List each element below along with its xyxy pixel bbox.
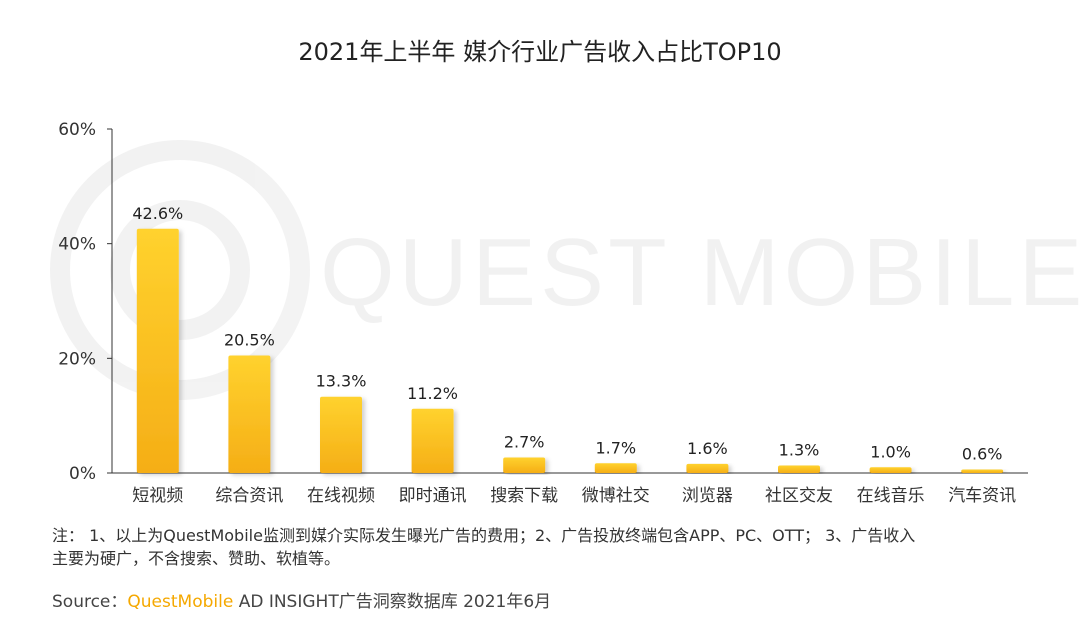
bar-value-label: 20.5% [224,330,275,349]
x-tick-label: 浏览器 [682,486,733,506]
x-axis: 短视频 综合资讯 在线视频 即时通讯 搜索下载 微博社交 浏览器 社区交友 在线音乐 汽车资讯 [112,472,1028,506]
x-tick-label: 即时通讯 [399,486,467,506]
bar-chart: QUEST MOBILE 0% 20% 40% 60% 短视频 综合资讯 在线视频 即时通讯… [50,120,1080,506]
source-line: Source：QuestMobile AD INSIGHT广告洞察数据库 202… [52,587,551,612]
bar-value-label: 1.0% [870,442,911,461]
bar [228,355,271,473]
x-tick-label: 搜索下载 [490,486,558,506]
y-tick-label: 0% [69,464,96,484]
bar [961,469,1004,473]
bar [136,228,179,473]
bar [594,463,637,473]
bar-value-label: 1.7% [595,438,636,457]
y-tick-label: 40% [58,235,96,255]
x-tick-label: 在线音乐 [857,486,925,506]
watermark-logo-circle [50,140,310,400]
bar-value-label: 1.6% [687,439,728,458]
bar-value-label: 0.6% [962,445,1003,464]
y-tick-label: 60% [58,120,96,140]
bar [686,463,729,473]
bar [503,457,546,473]
footnote-line-2: 主要为硬广，不含搜索、赞助、软植等。 [52,549,341,568]
bar-value-label: 13.3% [316,372,367,391]
footnote-line-1: 注： 1、以上为QuestMobile监测到媒介实际发生曝光广告的费用；2、广告… [52,526,916,545]
watermark-text: QUEST MOBILE [320,219,1080,326]
bar-value-label: 1.3% [779,441,820,460]
x-tick-label: 微博社交 [582,486,650,506]
bar-value-label: 42.6% [132,204,183,223]
bar [320,396,362,473]
bar [411,408,454,473]
bar [778,465,820,473]
chart-title: 2021年上半年 媒介行业广告收入占比TOP10 [298,38,782,66]
watermark-logo-inner [110,200,250,340]
bars: 42.6% 20.5% 13.3% 11.2% 2.7% 1.7% 1.6% 1.3% 1.0%… [132,204,1004,473]
y-axis: 0% 20% 40% 60% [58,120,113,484]
x-tick-label: 短视频 [132,486,183,506]
x-tick-label: 在线视频 [307,486,375,506]
source-suffix: AD INSIGHT广告洞察数据库 2021年6月 [233,592,552,612]
x-tick-label: 综合资讯 [215,486,283,506]
source-prefix: Source： [52,592,128,612]
y-tick-label: 20% [58,349,96,369]
bar-value-label: 2.7% [504,433,545,452]
x-tick-label: 汽车资讯 [948,486,1016,506]
bar-value-label: 11.2% [407,384,458,403]
watermark [50,140,310,400]
bar [869,467,912,473]
x-tick-label: 社区交友 [765,486,833,506]
source-brand: QuestMobile [127,592,234,612]
